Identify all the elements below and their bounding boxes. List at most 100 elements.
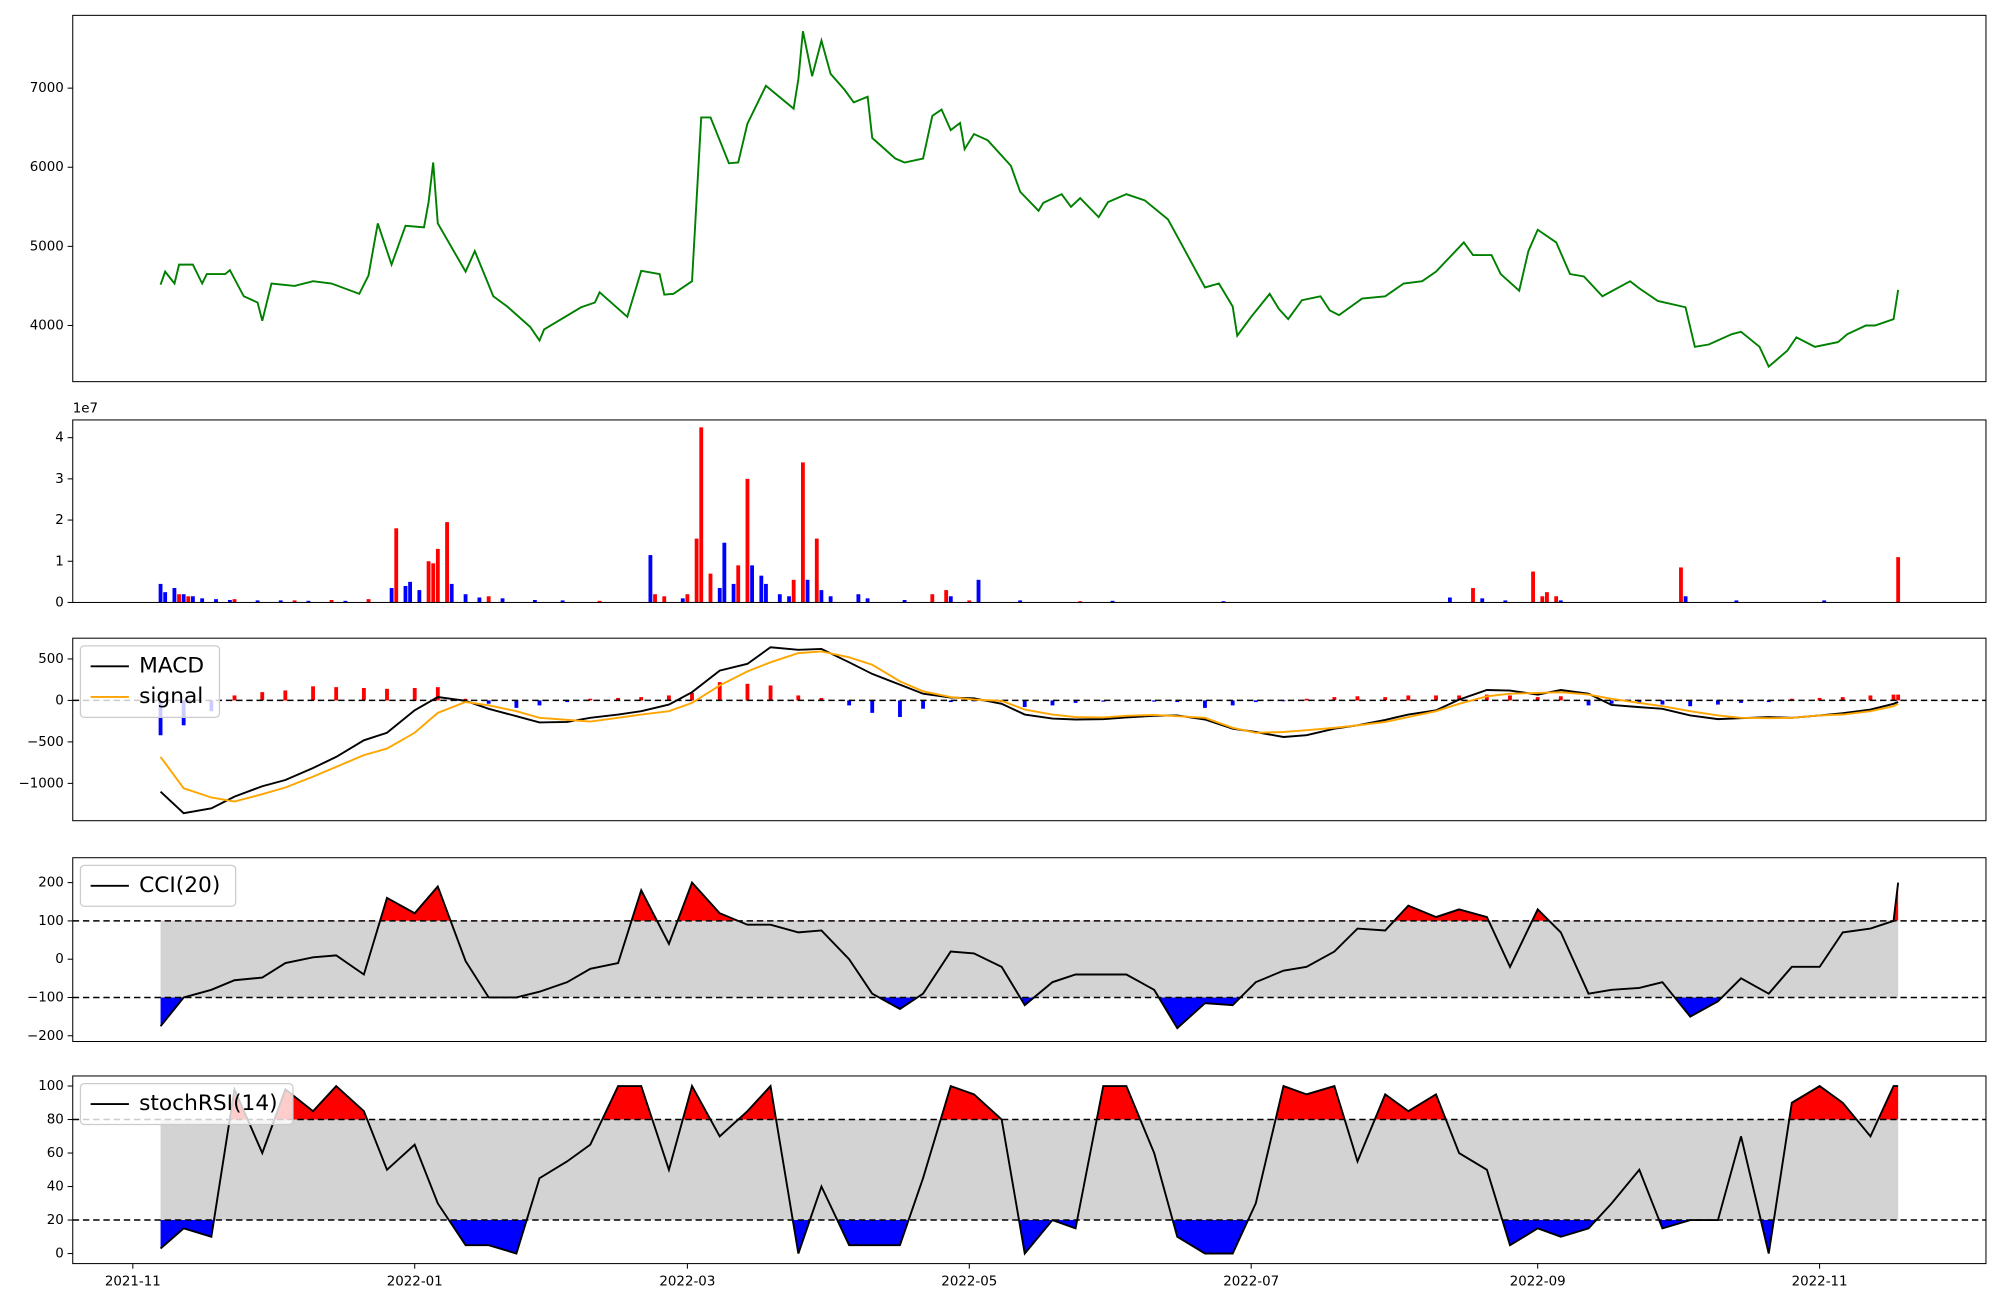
bar: [190, 596, 195, 603]
y-tick-label: 200: [38, 876, 64, 891]
histogram-bar: [898, 700, 902, 718]
bar: [435, 548, 440, 603]
legend-label: stochRSI(14): [139, 1091, 277, 1116]
histogram-bar: [283, 690, 288, 701]
bar: [1110, 600, 1115, 603]
histogram-bar: [1817, 697, 1822, 701]
histogram-bar: [385, 688, 389, 701]
histogram-bar: [1891, 694, 1896, 701]
bar: [431, 563, 436, 603]
y-tick-label: 2: [55, 513, 64, 528]
bar: [200, 598, 205, 603]
bar: [1471, 588, 1475, 603]
bar: [408, 581, 413, 603]
histogram-bar: [1766, 700, 1771, 703]
histogram-bar: [1586, 700, 1591, 706]
histogram-bar: [514, 700, 519, 708]
histogram-bar: [768, 685, 773, 701]
y-tick-label: 0: [55, 595, 64, 610]
y-tick-label: 20: [47, 1213, 64, 1228]
y-tick-label: 40: [47, 1180, 64, 1195]
bar: [648, 555, 653, 603]
bar: [1531, 571, 1535, 603]
bar: [976, 579, 981, 603]
plot-area: [72, 880, 1986, 1030]
bar: [1554, 596, 1559, 603]
line: [159, 646, 1899, 815]
histogram-bar: [1716, 700, 1720, 705]
y-tick-label: 1: [55, 554, 64, 569]
histogram-bar: [1789, 698, 1794, 701]
bar: [828, 596, 833, 603]
histogram-bar: [745, 683, 750, 701]
histogram-bar: [1253, 700, 1258, 703]
histogram-bar: [796, 695, 801, 701]
panel-frame: [72, 857, 1987, 1043]
legend-box: [79, 864, 237, 907]
bar: [177, 594, 181, 603]
bar: [731, 583, 736, 603]
legend: MACD signal: [79, 645, 221, 718]
bar: [278, 600, 283, 603]
bar: [329, 599, 334, 603]
bar: [856, 594, 861, 603]
bar: [722, 542, 727, 603]
histogram-bar: [1101, 700, 1106, 702]
bar: [800, 462, 805, 603]
y-tick-label: 5000: [30, 239, 64, 254]
histogram-bar: [361, 687, 366, 701]
bar: [948, 596, 953, 603]
panel-frame: [72, 14, 1987, 383]
histogram-bar: [537, 700, 542, 706]
histogram-bar: [1535, 697, 1540, 701]
y-tick-label: 80: [47, 1113, 64, 1128]
bar: [1734, 600, 1739, 603]
y-tick-label: −200: [27, 1029, 64, 1044]
histogram-bar: [435, 687, 440, 701]
bar: [865, 598, 870, 603]
histogram-bar: [870, 700, 875, 713]
legend: stochRSI(14): [79, 1082, 294, 1126]
bar: [944, 590, 949, 603]
histogram-bar: [616, 697, 620, 701]
histogram-bar: [1203, 700, 1207, 708]
x-tick-label: 2021-11: [105, 1274, 161, 1289]
legend-label: CCI(20): [139, 873, 220, 898]
histogram-bar: [639, 697, 644, 701]
y-tick-label: 0: [55, 1247, 64, 1262]
plot-area: [72, 646, 1986, 815]
line: [159, 650, 1899, 803]
histogram-bar: [588, 698, 593, 701]
bar: [1540, 596, 1545, 603]
area-below: [160, 1220, 1899, 1254]
bar: [306, 600, 311, 603]
x-tick-label: 2022-05: [941, 1274, 997, 1289]
histogram-bar: [1868, 695, 1873, 701]
bar: [292, 600, 297, 603]
bar: [750, 565, 754, 603]
histogram-bar: [666, 695, 671, 701]
histogram-bar: [819, 697, 824, 701]
plot-area: [72, 1083, 1986, 1256]
legend-label: MACD: [139, 653, 204, 678]
bar: [445, 522, 449, 603]
bar: [1078, 601, 1083, 603]
bar: [560, 600, 565, 603]
bar: [805, 579, 810, 603]
bar: [343, 600, 348, 603]
bar: [403, 585, 408, 603]
histogram-bar: [1609, 700, 1614, 704]
y-tick-label: 3: [55, 472, 64, 487]
bar: [736, 565, 741, 603]
histogram-bar: [1152, 700, 1157, 702]
bar: [532, 599, 537, 603]
bar: [685, 594, 690, 603]
histogram-bar: [1332, 697, 1337, 701]
bar: [694, 538, 699, 603]
histogram-bar: [1073, 700, 1078, 703]
bar: [653, 594, 657, 603]
legend: CCI(20): [79, 864, 237, 907]
bar: [787, 596, 791, 603]
histogram-bar: [1739, 700, 1743, 703]
bar: [163, 592, 168, 603]
